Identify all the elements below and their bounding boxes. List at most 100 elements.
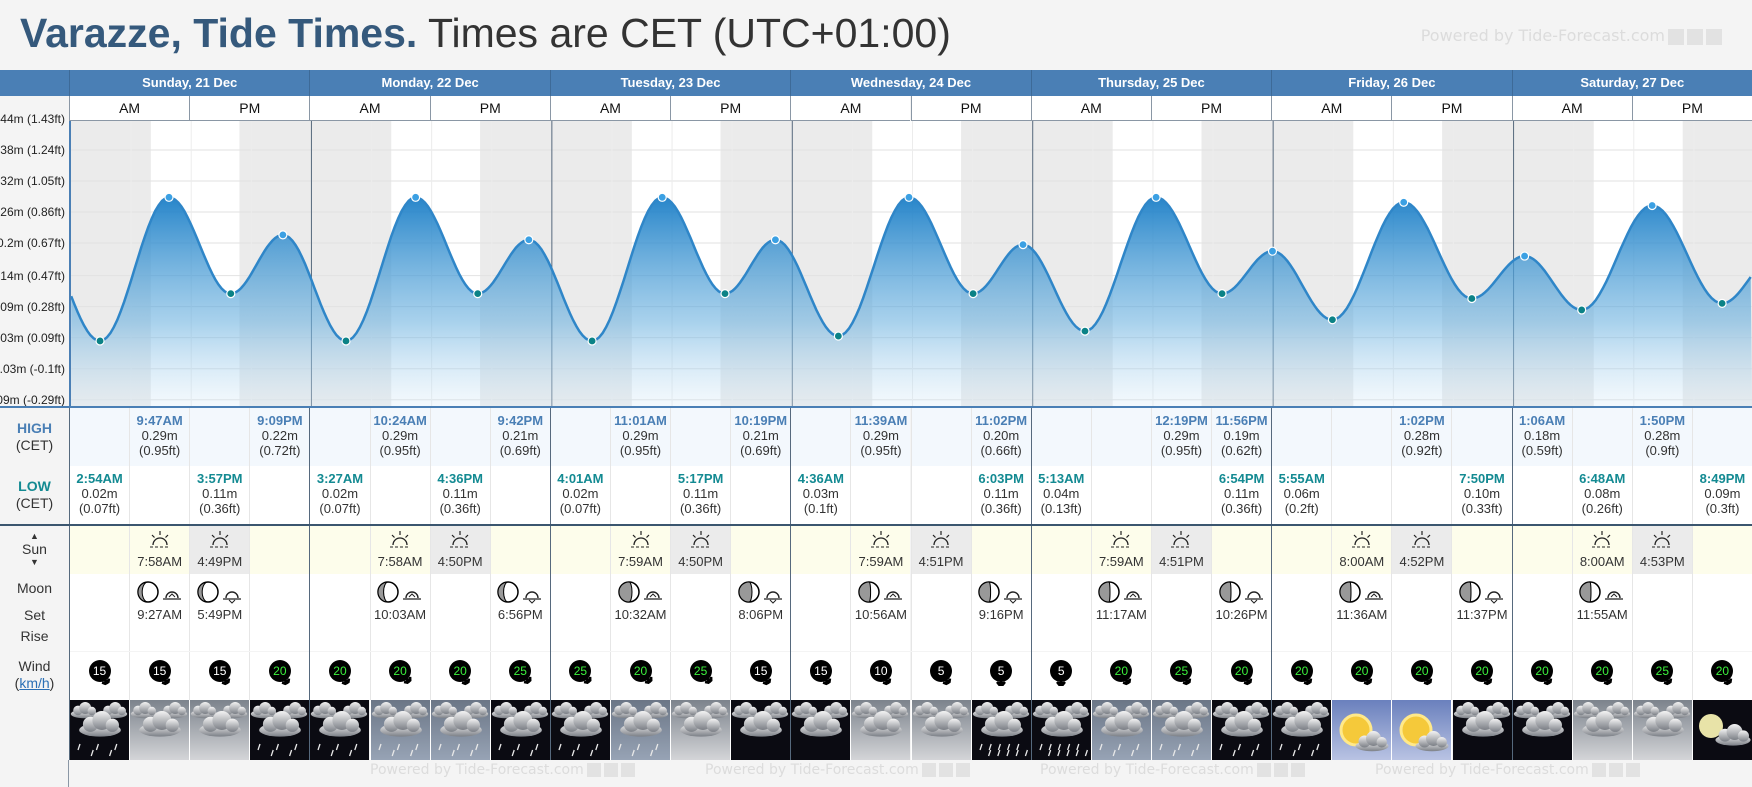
day-separator — [309, 526, 311, 760]
cloudy-weather-icon — [911, 700, 971, 760]
sun-time: 4:49PM — [197, 554, 243, 569]
wind-speed: 25 — [1655, 664, 1669, 678]
weather-cell — [1691, 700, 1752, 760]
high-tide-cell: 9:47AM 0.29m (0.95ft) — [129, 408, 190, 466]
moon-cell — [1511, 574, 1572, 651]
pm-label: PM — [1391, 96, 1512, 121]
night-rain-weather-icon — [550, 700, 610, 760]
low-tide-cell: 4:36AM 0.03m (0.1ft) — [790, 466, 851, 524]
low-tide-cell — [1090, 466, 1151, 524]
weather-cell — [129, 700, 190, 760]
footer-powered-by[interactable]: Powered by Tide-Forecast.com — [1375, 762, 1640, 778]
sunset-cell: 4:50PM — [670, 526, 731, 574]
wind-cell: 20 — [609, 652, 671, 700]
low-tide-time: 4:01AM — [557, 471, 604, 486]
sunset-icon — [209, 531, 230, 548]
high-tide-ft: (0.72ft) — [259, 443, 301, 458]
high-tide-ft: (0.95ft) — [860, 443, 902, 458]
moon-cell — [670, 574, 731, 651]
high-tide-marker — [1647, 200, 1657, 211]
wind-direction-arrow-icon — [1423, 676, 1433, 687]
high-tide-cell: 11:39AM 0.29m (0.95ft) — [850, 408, 911, 466]
moon-phase-icon — [737, 581, 760, 603]
pm-label: PM — [429, 96, 550, 121]
footer-powered-by[interactable]: Powered by Tide-Forecast.com — [1040, 762, 1305, 778]
wind-speed: 20 — [453, 664, 467, 678]
moon-cell: 10:56AM — [850, 574, 911, 651]
low-tide-ft: (0.36ft) — [439, 501, 481, 516]
powered-by-link[interactable]: Powered by Tide-Forecast.com — [1421, 26, 1722, 45]
low-tide-cell — [910, 466, 971, 524]
low-tide-m: 0.08m — [1584, 486, 1621, 501]
wind-speed-badge: 15 — [749, 660, 772, 687]
low-title: LOW — [18, 478, 51, 494]
moon-time: 10:26PM — [1215, 607, 1268, 622]
sun-time: 7:59AM — [618, 554, 663, 569]
footer-powered-by[interactable]: Powered by Tide-Forecast.com — [370, 762, 635, 778]
high-tide-cell: 10:19PM 0.21m (0.69ft) — [730, 408, 791, 466]
wind-direction-arrow-icon — [583, 675, 592, 685]
low-tide-ft: (0.36ft) — [199, 501, 241, 516]
weather-cell — [489, 700, 550, 760]
sunrise-cell: 7:58AM — [129, 526, 190, 574]
powered-by-text: Powered by Tide-Forecast.com — [1040, 762, 1254, 778]
chart-divider — [0, 406, 1752, 408]
night-rain-weather-icon — [1212, 700, 1272, 760]
wind-speed-badge: 10 — [869, 660, 892, 687]
sun-cell — [1511, 526, 1572, 574]
weather-cell — [1391, 700, 1452, 760]
sunset-cell: 4:52PM — [1391, 526, 1452, 574]
low-tide-cell — [850, 466, 911, 524]
arrow-logo-icon — [1687, 28, 1703, 45]
low-tide-m: 0.09m — [1704, 486, 1741, 501]
tide-table: 0.44m (1.43ft) 0.38m (1.24ft) 0.32m (1.05f… — [0, 70, 1752, 787]
wind-speed: 20 — [1355, 664, 1369, 678]
sun-cell — [970, 526, 1031, 574]
high-tide-marker — [1267, 246, 1278, 256]
high-tide-time: 11:39AM — [854, 413, 908, 428]
footer-powered-by[interactable]: Powered by Tide-Forecast.com — [705, 762, 970, 778]
wind-cell: 15 — [129, 652, 190, 700]
weather-label — [0, 700, 69, 760]
moon-cell: 6:56PM — [489, 574, 550, 651]
low-tide-cell: 3:27AM 0.02m (0.07ft) — [309, 466, 370, 524]
moon-time: 11:37PM — [1456, 607, 1508, 622]
moon-cell — [1631, 574, 1692, 651]
cloudy-weather-icon — [1632, 700, 1692, 760]
high-tide-time: 1:50PM — [1639, 413, 1686, 428]
low-tide-marker — [1577, 305, 1587, 315]
wind-speed: 25 — [513, 664, 527, 678]
high-tide-m: 0.29m — [141, 428, 178, 443]
tide-logo-icon — [1256, 763, 1271, 777]
wind-direction-arrow-icon — [996, 678, 1007, 686]
wind-speed-badge: 20 — [1711, 660, 1734, 687]
y-axis-label: -0.03m (-0.1ft) — [0, 361, 65, 376]
moon-cell: 9:27AM — [129, 574, 190, 651]
weather-cell — [69, 700, 130, 760]
moon-phase-icon — [858, 581, 880, 603]
wind-speed-badge: 25 — [569, 660, 592, 685]
moon-cell — [309, 574, 370, 651]
wind-speed: 20 — [333, 664, 347, 678]
high-tide-cell — [189, 408, 250, 466]
high-tide-m: 0.29m — [1163, 428, 1200, 443]
wind-direction-arrow-icon — [822, 676, 832, 687]
wind-cell: 20 — [1271, 652, 1332, 700]
wind-direction-arrow-icon — [161, 676, 170, 687]
high-tide-cell: 1:02PM 0.28m (0.92ft) — [1391, 408, 1452, 466]
wind-cell: 25 — [549, 652, 610, 700]
wind-cell: 20 — [1451, 652, 1512, 700]
low-tide-cell: 2:54AM 0.02m (0.07ft) — [69, 466, 130, 524]
weather-cell — [189, 700, 250, 760]
moonset-icon — [523, 591, 542, 604]
weather-cell — [1030, 700, 1091, 760]
wind-cell: 20 — [429, 652, 490, 700]
low-tide-ft: (0.3ft) — [1705, 501, 1740, 516]
wind-unit-link[interactable]: km/h — [19, 675, 50, 691]
moon-time: 10:32AM — [614, 607, 667, 622]
moonset-icon — [763, 591, 782, 604]
low-tide-ft: (0.07ft) — [319, 501, 361, 516]
wind-cell: 20 — [1571, 652, 1632, 700]
arrow-logo-icon — [938, 763, 953, 777]
wind-direction-arrow-icon — [101, 676, 110, 687]
